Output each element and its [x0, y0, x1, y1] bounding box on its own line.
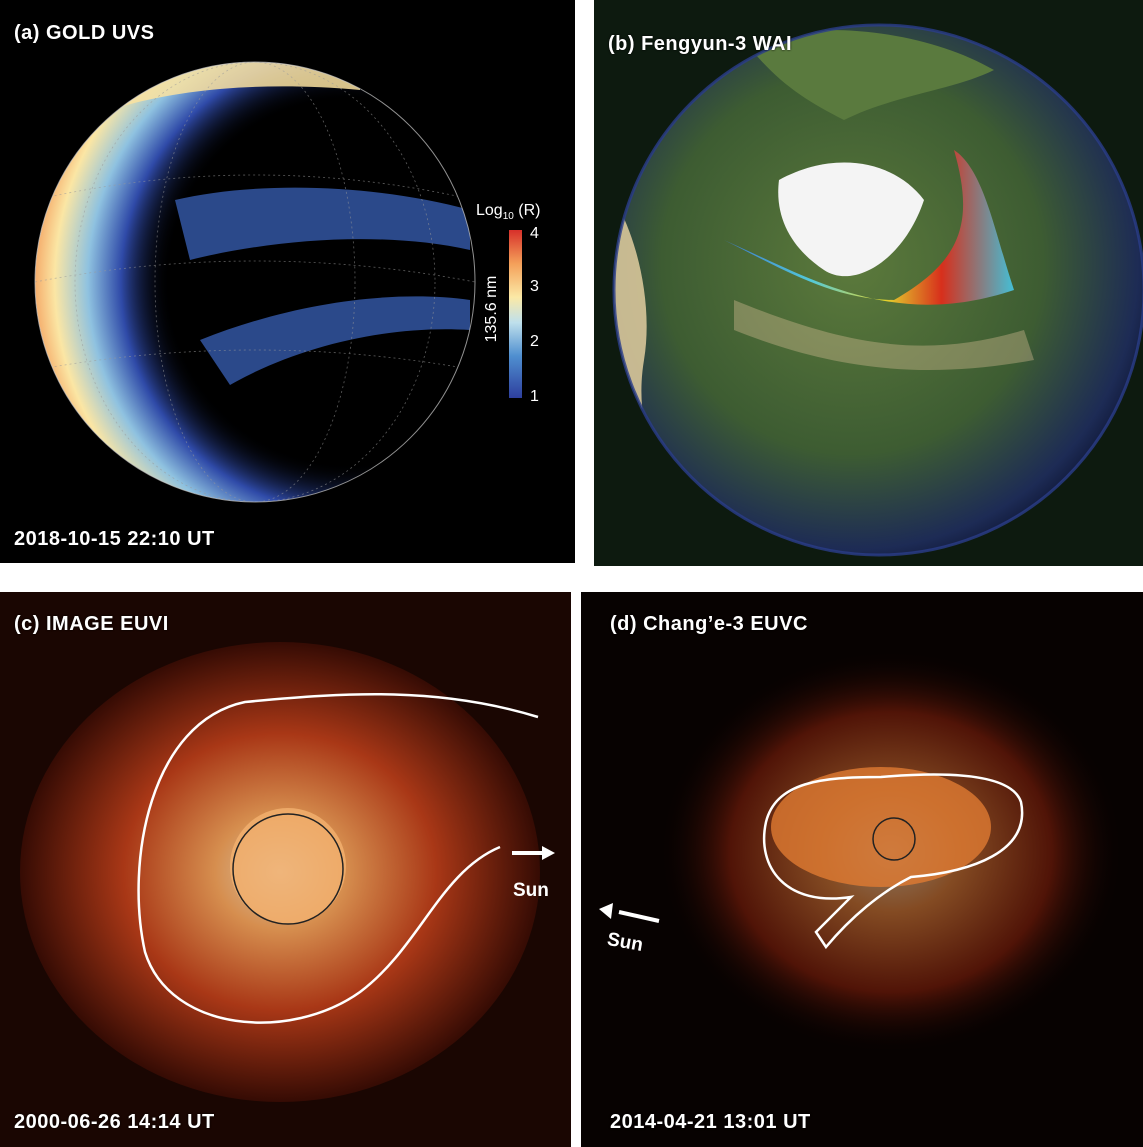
panel-d-title: (d) Chang’e-3 EUVC — [610, 613, 808, 636]
colorbar — [509, 230, 522, 398]
colorbar-title: Log10 (R) — [476, 202, 541, 222]
colorbar-axis-label: 135.6 nm — [483, 269, 501, 349]
panel-b-fengyun-wai: (b) Fengyun-3 WAI — [594, 0, 1143, 566]
colorbar-tick-2: 2 — [530, 333, 539, 351]
euvc-image — [581, 592, 1143, 1147]
panel-b-title: (b) Fengyun-3 WAI — [608, 33, 792, 56]
euvi-image — [0, 592, 571, 1147]
colorbar-tick-1: 1 — [530, 388, 539, 406]
sun-arrow-d — [599, 903, 659, 921]
colorbar-tick-4: 4 — [530, 225, 539, 243]
panel-d-change3-euvc: Sun (d) Chang’e-3 EUVC 2014-04-21 13:01 … — [581, 592, 1143, 1147]
panel-d-timestamp: 2014-04-21 13:01 UT — [610, 1111, 811, 1134]
fengyun-image — [594, 0, 1143, 566]
panel-a-gold-uvs: Log10 (R) 135.6 nm 4 3 2 1 (a) GOLD UVS … — [0, 0, 575, 563]
sun-label-c: Sun — [513, 880, 549, 902]
panel-a-title: (a) GOLD UVS — [14, 22, 154, 45]
colorbar-tick-3: 3 — [530, 278, 539, 296]
panel-a-timestamp: 2018-10-15 22:10 UT — [14, 528, 215, 551]
panel-c-timestamp: 2000-06-26 14:14 UT — [14, 1111, 215, 1134]
panel-c-image-euvi: Sun (c) IMAGE EUVI 2000-06-26 14:14 UT — [0, 592, 571, 1147]
panel-c-title: (c) IMAGE EUVI — [14, 613, 169, 636]
